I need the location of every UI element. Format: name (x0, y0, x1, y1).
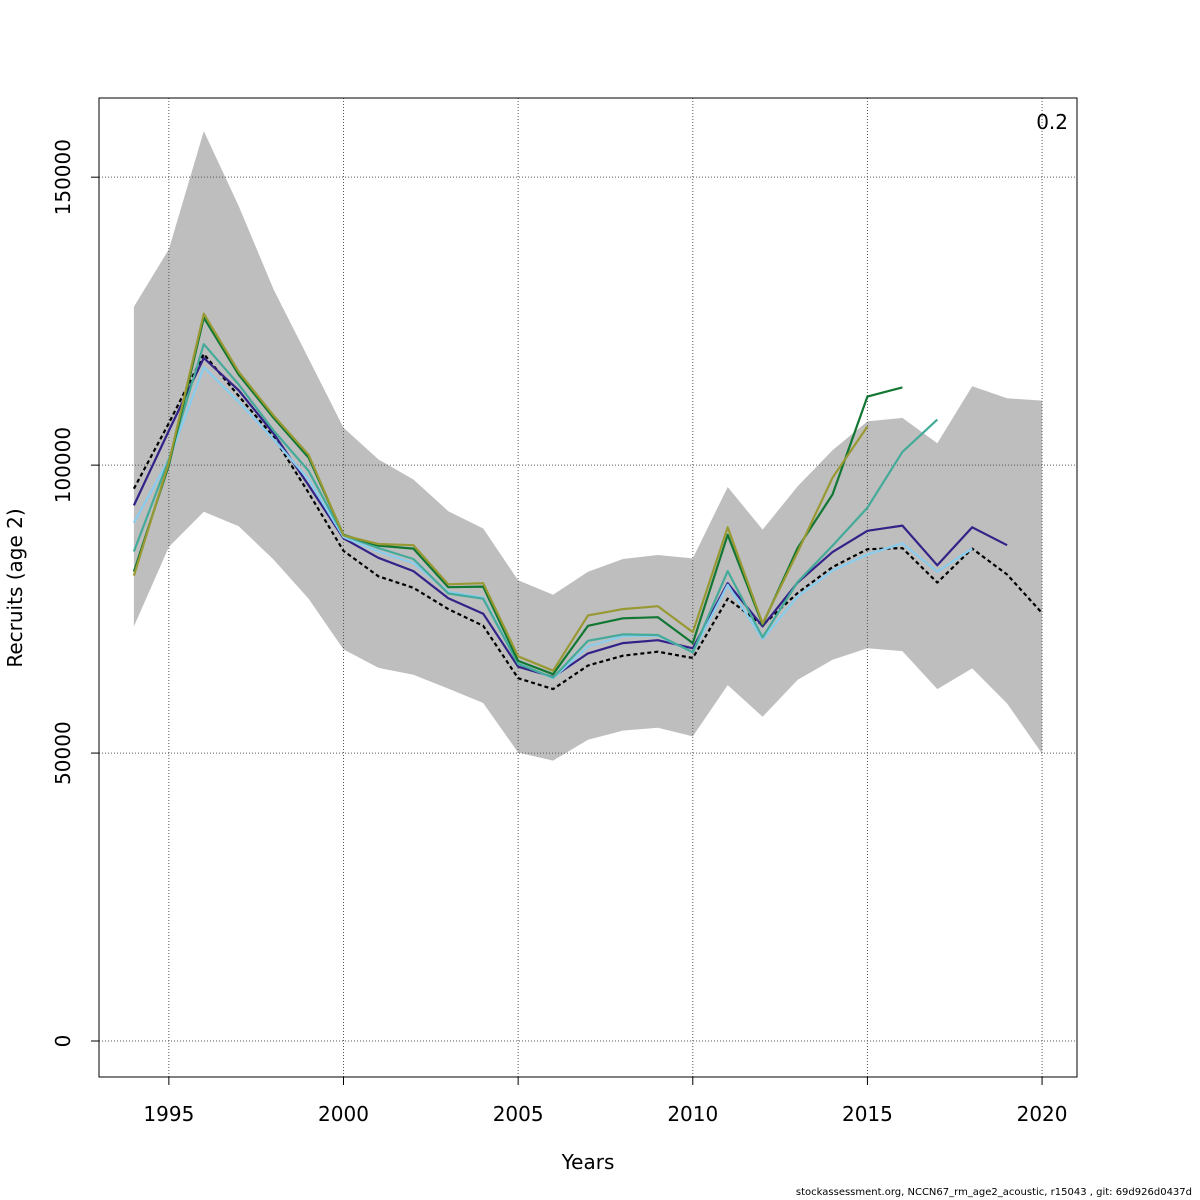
grid-layer (99, 98, 1077, 1077)
y-axis-title: Recruits (age 2) (3, 508, 27, 667)
x-tick-label: 1995 (143, 1102, 194, 1126)
confidence-band (133, 131, 1043, 761)
x-tick-label: 2015 (842, 1102, 893, 1126)
x-tick-label: 2005 (493, 1102, 544, 1126)
x-axis-title: Years (561, 1150, 615, 1174)
corner-label: 0.2 (1036, 110, 1068, 134)
y-tick-label: 0 (51, 1035, 75, 1048)
series-layer (132, 312, 1043, 691)
plot-frame (98, 97, 1078, 1078)
y-tick-label: 100000 (51, 427, 75, 503)
y-axis-ticks: 0 50000 100000 150000 (51, 139, 99, 1047)
footer-credit: stockassessment.org, NCCN67_rm_age2_acou… (795, 1187, 1192, 1198)
series-line-1 (132, 352, 1043, 691)
series-line-4 (132, 343, 939, 679)
x-tick-label: 2000 (318, 1102, 369, 1126)
x-axis-ticks: 1995 2000 2005 2010 2015 2020 (143, 1077, 1068, 1126)
x-tick-label: 2010 (667, 1102, 718, 1126)
series-line-6 (132, 312, 869, 672)
confidence-band-layer (133, 131, 1043, 761)
y-tick-label: 150000 (51, 139, 75, 215)
x-tick-label: 2020 (1017, 1102, 1068, 1126)
series-line-2 (132, 356, 1008, 679)
y-tick-label: 50000 (51, 721, 75, 785)
